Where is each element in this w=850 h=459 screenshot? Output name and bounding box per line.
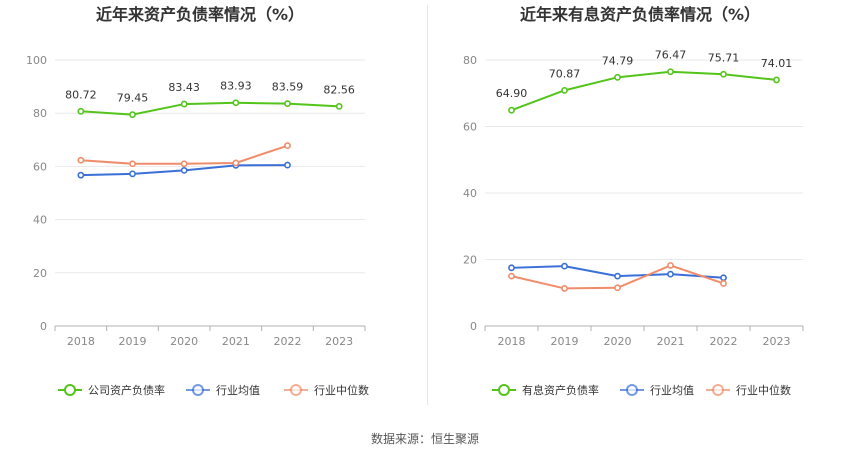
data-label: 82.56	[323, 83, 355, 96]
legend-item-label: 公司资产负债率	[88, 383, 165, 397]
series-line	[80, 101, 340, 116]
data-label: 83.93	[220, 80, 252, 93]
data-point	[720, 280, 727, 287]
y-tick-label: 80	[33, 107, 47, 120]
data-point	[667, 262, 674, 269]
data-point	[77, 156, 85, 164]
data-label: 75.71	[708, 51, 740, 64]
legend-marker	[712, 384, 724, 396]
y-tick-label: 40	[463, 187, 477, 200]
legend-marker	[192, 384, 204, 396]
debt-ratio-chart: 近年来资产负债率情况（%） 0 20 40 60 80 100 2018 2019 2020 202…	[26, 5, 369, 397]
x-tick-label: 2022	[274, 335, 302, 348]
chart-title: 近年来资产负债率情况（%）	[96, 5, 304, 24]
data-point	[77, 171, 85, 179]
legend-marker	[290, 384, 302, 396]
legend-item-label: 行业中位数	[314, 383, 369, 397]
x-tick-label: 2021	[222, 335, 250, 348]
data-point	[232, 99, 240, 107]
data-point	[614, 73, 621, 81]
y-tick-label: 100	[26, 54, 47, 67]
y-tick-label: 60	[463, 121, 477, 134]
data-point	[720, 70, 727, 78]
data-point	[614, 272, 621, 280]
y-tick-label: 20	[33, 267, 47, 280]
data-point	[232, 159, 240, 167]
data-point	[561, 285, 568, 292]
x-tick-label: 2020	[170, 335, 198, 348]
data-point	[129, 111, 136, 119]
data-point	[561, 86, 568, 94]
x-tick-label: 2018	[67, 335, 95, 348]
y-tick-label: 80	[463, 54, 477, 67]
data-label: 76.47	[655, 49, 687, 62]
series-line	[511, 70, 777, 112]
data-point	[773, 76, 780, 84]
x-tick-label: 2023	[325, 335, 353, 348]
y-tick-label: 40	[33, 214, 47, 227]
left-chart-panel: 近年来资产负债率情况（%） 0 20 40 60 80 100 2018 2019 2020 202…	[0, 0, 427, 420]
data-point	[180, 160, 188, 168]
data-point	[129, 170, 136, 178]
data-label: 83.43	[168, 81, 200, 94]
data-label: 74.79	[602, 54, 634, 67]
data-point	[720, 274, 727, 282]
x-tick-label: 2023	[763, 335, 791, 348]
legend-item-label: 行业均值	[650, 384, 694, 397]
data-label: 79.45	[117, 92, 149, 105]
data-label: 74.01	[761, 57, 793, 70]
data-point	[129, 160, 136, 168]
x-tick-label: 2019	[551, 335, 579, 348]
legend-item-label: 行业中位数	[736, 383, 791, 397]
data-label: 64.90	[496, 87, 528, 100]
data-point	[180, 100, 188, 108]
y-tick-label: 0	[40, 320, 47, 333]
x-tick-label: 2019	[119, 335, 147, 348]
legend-marker	[498, 384, 510, 396]
y-tick-label: 20	[463, 254, 477, 267]
data-label: 83.59	[272, 81, 304, 94]
data-point	[561, 262, 568, 270]
panel-divider	[427, 5, 428, 405]
data-point	[284, 161, 291, 169]
data-point	[508, 264, 515, 272]
data-point	[180, 166, 188, 174]
data-point	[335, 102, 343, 110]
data-source-label: 数据来源：恒生聚源	[370, 432, 479, 446]
data-point	[508, 272, 515, 280]
data-point	[77, 107, 85, 115]
x-tick-label: 2018	[498, 335, 526, 348]
y-tick-label: 60	[33, 160, 47, 173]
data-point	[667, 270, 674, 278]
interest-bearing-debt-ratio-chart: 近年来有息资产负债率情况（%） 0 20 40 60 80 2018 2019 2020 2021…	[463, 5, 804, 397]
data-point	[284, 142, 291, 150]
chart-title: 近年来有息资产负债率情况（%）	[520, 5, 760, 24]
data-point	[614, 284, 621, 292]
legend-item-label: 行业均值	[216, 384, 260, 397]
x-tick-label: 2022	[710, 335, 738, 348]
data-point	[508, 106, 515, 114]
data-label: 70.87	[549, 67, 581, 80]
legend-item-label: 有息资产负债率	[522, 383, 599, 397]
right-chart-panel: 近年来有息资产负债率情况（%） 0 20 40 60 80 2018 2019 2020 2021…	[428, 0, 850, 420]
legend-marker	[626, 384, 638, 396]
x-tick-label: 2020	[604, 335, 632, 348]
data-point	[284, 100, 291, 108]
data-point	[667, 68, 674, 76]
legend-marker	[64, 384, 76, 396]
y-tick-label: 0	[470, 320, 477, 333]
data-label: 80.72	[65, 88, 97, 101]
x-tick-label: 2021	[657, 335, 685, 348]
